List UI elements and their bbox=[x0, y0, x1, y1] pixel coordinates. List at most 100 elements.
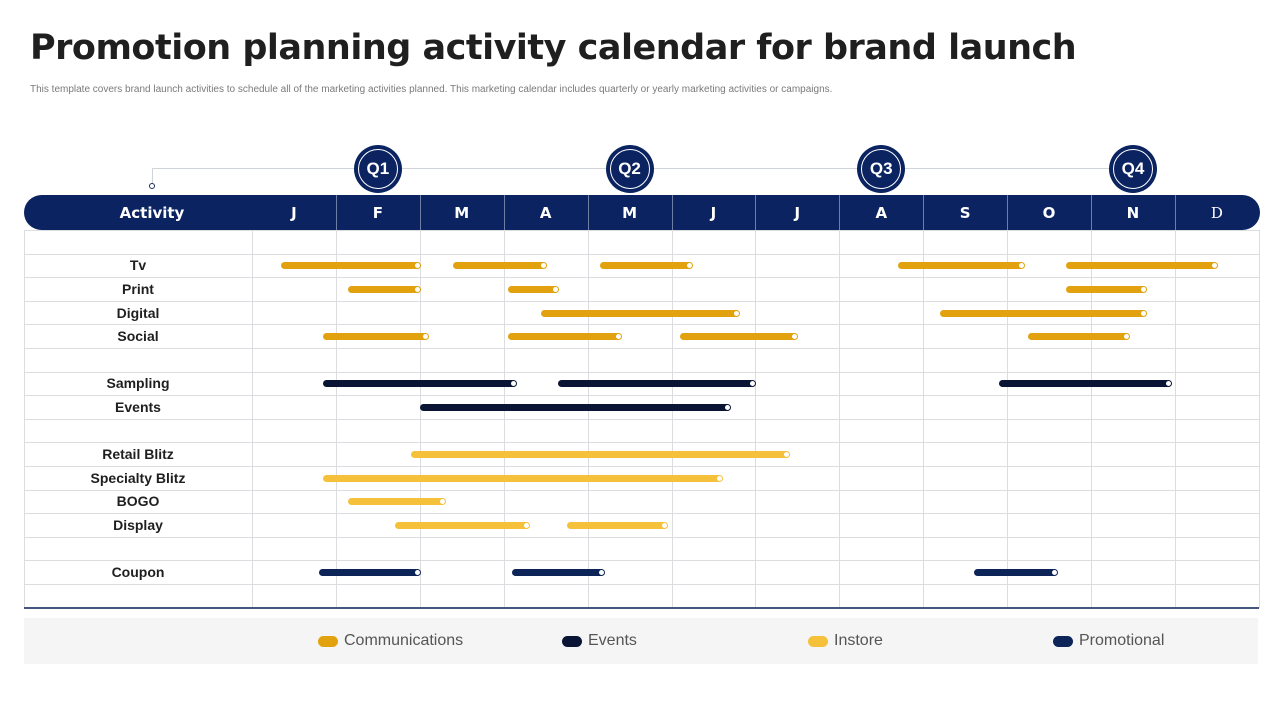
bar-communications-digital[interactable] bbox=[939, 309, 1147, 317]
grid-col-line bbox=[923, 230, 925, 608]
month-header-4: A bbox=[539, 203, 552, 222]
grid-col-line bbox=[503, 230, 505, 608]
bar-communications-tv[interactable] bbox=[1065, 262, 1218, 270]
quarter-label: Q3 bbox=[869, 159, 893, 178]
grid-row-line bbox=[24, 442, 1259, 444]
month-header-1: J bbox=[291, 203, 297, 222]
header-bar bbox=[24, 195, 1260, 230]
legend-swatch-icon bbox=[808, 635, 828, 647]
bar-instore-specialty-blitz[interactable] bbox=[323, 474, 723, 482]
bar-events-events[interactable] bbox=[419, 404, 732, 411]
month-header-7: J bbox=[794, 203, 801, 222]
bar-instore-display[interactable] bbox=[394, 522, 530, 529]
month-header-3: M bbox=[454, 203, 470, 222]
grid-row-line bbox=[24, 230, 1259, 231]
grid-row-line bbox=[24, 560, 1259, 562]
bar-end-dot-icon bbox=[598, 569, 606, 577]
grid-col-line bbox=[1174, 230, 1176, 608]
activity-label-digital: Digital bbox=[116, 304, 160, 321]
month-divider bbox=[839, 195, 841, 230]
quarter-connector-drop bbox=[152, 168, 153, 184]
activity-label-events: Events bbox=[115, 399, 161, 415]
month-divider bbox=[503, 195, 505, 230]
month-divider bbox=[671, 195, 673, 230]
activity-label-tv: Tv bbox=[129, 257, 147, 274]
bar-communications-social[interactable] bbox=[1028, 333, 1130, 341]
header-activity: Activity bbox=[119, 203, 185, 222]
bar-end-dot-icon bbox=[552, 286, 560, 293]
month-header-11: N bbox=[1126, 203, 1140, 222]
month-divider bbox=[1007, 195, 1009, 230]
bar-promotional-coupon[interactable] bbox=[512, 569, 606, 577]
grid-col-line bbox=[671, 230, 673, 608]
month-header-12: D bbox=[1210, 203, 1223, 222]
bar-communications-tv[interactable] bbox=[281, 262, 421, 270]
bar-instore-display[interactable] bbox=[566, 522, 669, 529]
bar-communications-print[interactable] bbox=[348, 286, 421, 293]
activity-label-coupon: Coupon bbox=[111, 564, 165, 581]
grid-col-line bbox=[335, 230, 337, 608]
month-header-10: O bbox=[1042, 203, 1056, 222]
bar-end-dot-icon bbox=[724, 404, 732, 411]
bar-end-dot-icon bbox=[1210, 262, 1218, 270]
grid-col-line bbox=[755, 230, 757, 608]
bar-communications-tv[interactable] bbox=[600, 262, 694, 270]
legend-swatch-icon bbox=[1053, 635, 1073, 647]
grid-col-line bbox=[1091, 230, 1092, 608]
grid-row-line bbox=[24, 513, 1259, 515]
bar-promotional-coupon[interactable] bbox=[319, 569, 421, 577]
legend-swatch-icon bbox=[318, 635, 338, 647]
page-subtitle: This template covers brand launch activi… bbox=[30, 84, 833, 95]
month-divider bbox=[419, 195, 421, 230]
bar-communications-print[interactable] bbox=[507, 286, 560, 293]
quarter-badge-q3: Q3 bbox=[858, 146, 905, 192]
grid-row-line bbox=[24, 371, 1259, 373]
bar-end-dot-icon bbox=[522, 522, 530, 529]
bar-end-dot-icon bbox=[615, 333, 623, 341]
month-divider bbox=[923, 195, 925, 230]
bar-promotional-coupon[interactable] bbox=[973, 569, 1059, 577]
grid-col-line bbox=[1007, 230, 1009, 608]
bar-end-dot-icon bbox=[422, 333, 430, 341]
bar-communications-tv[interactable] bbox=[898, 262, 1025, 270]
bar-end-dot-icon bbox=[715, 474, 723, 482]
bar-instore-retail-blitz[interactable] bbox=[411, 451, 790, 459]
activity-label-print: Print bbox=[122, 281, 154, 297]
quarter-label: Q2 bbox=[618, 159, 641, 178]
bar-end-dot-icon bbox=[1139, 309, 1147, 317]
bar-instore-bogo[interactable] bbox=[348, 498, 446, 506]
connector-dot-icon bbox=[149, 183, 155, 189]
grid-row-line bbox=[24, 418, 1259, 420]
bar-end-dot-icon bbox=[413, 286, 421, 293]
bar-communications-social[interactable] bbox=[507, 333, 623, 341]
grid-col-line bbox=[252, 230, 253, 608]
bar-communications-social[interactable] bbox=[323, 333, 430, 341]
month-divider bbox=[755, 195, 757, 230]
bar-communications-social[interactable] bbox=[679, 333, 799, 341]
grid-bottom-rule bbox=[24, 607, 1259, 609]
bar-events-sampling[interactable] bbox=[558, 380, 757, 388]
grid-row-line bbox=[24, 466, 1259, 467]
bar-communications-print[interactable] bbox=[1065, 286, 1147, 293]
bar-end-dot-icon bbox=[413, 569, 421, 577]
bar-end-dot-icon bbox=[661, 522, 669, 529]
bar-end-dot-icon bbox=[438, 498, 446, 506]
bar-end-dot-icon bbox=[791, 333, 799, 341]
grid-row-line bbox=[24, 253, 1259, 255]
bar-end-dot-icon bbox=[1139, 286, 1147, 293]
month-header-5: M bbox=[622, 203, 637, 222]
grid-row-line bbox=[24, 489, 1259, 491]
bar-end-dot-icon bbox=[1051, 569, 1059, 577]
month-divider bbox=[1174, 195, 1176, 230]
bar-end-dot-icon bbox=[539, 262, 547, 270]
bar-events-sampling[interactable] bbox=[998, 380, 1172, 388]
legend: Communications Events Instore Promotional bbox=[24, 618, 1258, 664]
legend-item-promotional: Promotional bbox=[1053, 618, 1164, 664]
grid-row-line bbox=[24, 277, 1259, 279]
legend-label: Communications bbox=[344, 632, 464, 649]
bar-communications-digital[interactable] bbox=[541, 309, 740, 317]
bar-communications-tv[interactable] bbox=[453, 262, 547, 270]
month-divider bbox=[587, 195, 589, 230]
grid-row-line bbox=[24, 584, 1259, 585]
bar-events-sampling[interactable] bbox=[323, 380, 518, 388]
